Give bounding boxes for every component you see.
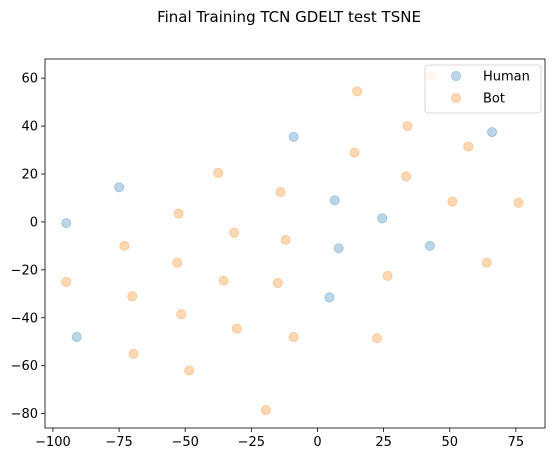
data-point-bot (176, 309, 187, 320)
data-point-bot (61, 276, 72, 287)
x-tick-label: 75 (508, 435, 525, 450)
x-tick-label: 50 (441, 435, 458, 450)
data-point-bot (128, 348, 139, 359)
data-point-bot (119, 240, 130, 251)
axes-frame (44, 58, 546, 429)
y-tick-label: −60 (11, 359, 38, 374)
data-point-human (288, 131, 299, 142)
y-tick-label: 40 (21, 120, 38, 135)
data-point-bot (275, 186, 286, 197)
x-tick-label: 0 (313, 435, 321, 450)
y-tick-label: −40 (11, 311, 38, 326)
x-tick-label: −100 (35, 435, 71, 450)
chart-title: Final Training TCN GDELT test TSNE (157, 8, 421, 26)
data-point-bot (229, 227, 240, 238)
data-point-bot (280, 234, 291, 245)
data-point-bot (127, 291, 138, 302)
data-point-human (487, 127, 498, 138)
data-point-bot (172, 257, 183, 268)
data-point-bot (288, 331, 299, 342)
data-point-bot (402, 121, 413, 132)
x-tick-label: −75 (105, 435, 132, 450)
data-point-bot (447, 196, 458, 207)
data-point-bot (349, 147, 360, 158)
data-point-bot (352, 86, 363, 97)
y-tick-label: 0 (30, 215, 38, 230)
data-point-human (377, 213, 388, 224)
data-point-human (333, 243, 344, 254)
legend-marker (450, 71, 461, 82)
plot-area: −100 −75 −50 −25 0 25 50 75 −80 −60 −40 −20 0 20 40 60 (11, 58, 546, 450)
y-tick-label: −80 (11, 407, 38, 422)
legend-label: Bot (483, 92, 505, 107)
y-tick-label: 60 (21, 72, 38, 87)
legend-marker (450, 93, 461, 104)
data-point-bot (463, 141, 474, 152)
data-point-bot (372, 333, 383, 344)
x-tick-label: −25 (238, 435, 265, 450)
data-point-bot (173, 208, 184, 219)
series-human (61, 127, 498, 342)
data-point-human (329, 195, 340, 206)
legend: Human Bot (424, 64, 542, 114)
x-tick-label: −50 (171, 435, 198, 450)
x-tick-label: 25 (375, 435, 392, 450)
legend-box (424, 64, 542, 114)
y-tick-label: 20 (21, 168, 38, 183)
data-point-bot (260, 405, 271, 416)
data-point-human (324, 292, 335, 303)
data-point-bot (513, 197, 524, 208)
data-point-human (424, 240, 435, 251)
data-point-human (71, 331, 82, 342)
data-point-bot (231, 323, 242, 334)
data-point-bot (213, 167, 224, 178)
y-tick-label: −20 (11, 263, 38, 278)
data-point-bot (184, 365, 195, 376)
data-point-human (114, 182, 125, 193)
data-point-bot (218, 275, 229, 286)
series-bot (61, 70, 524, 416)
data-point-bot (401, 171, 412, 182)
data-point-bot (481, 257, 492, 268)
legend-label: Human (483, 70, 530, 85)
data-point-bot (272, 278, 283, 289)
data-point-human (61, 218, 72, 229)
data-point-bot (382, 270, 393, 281)
